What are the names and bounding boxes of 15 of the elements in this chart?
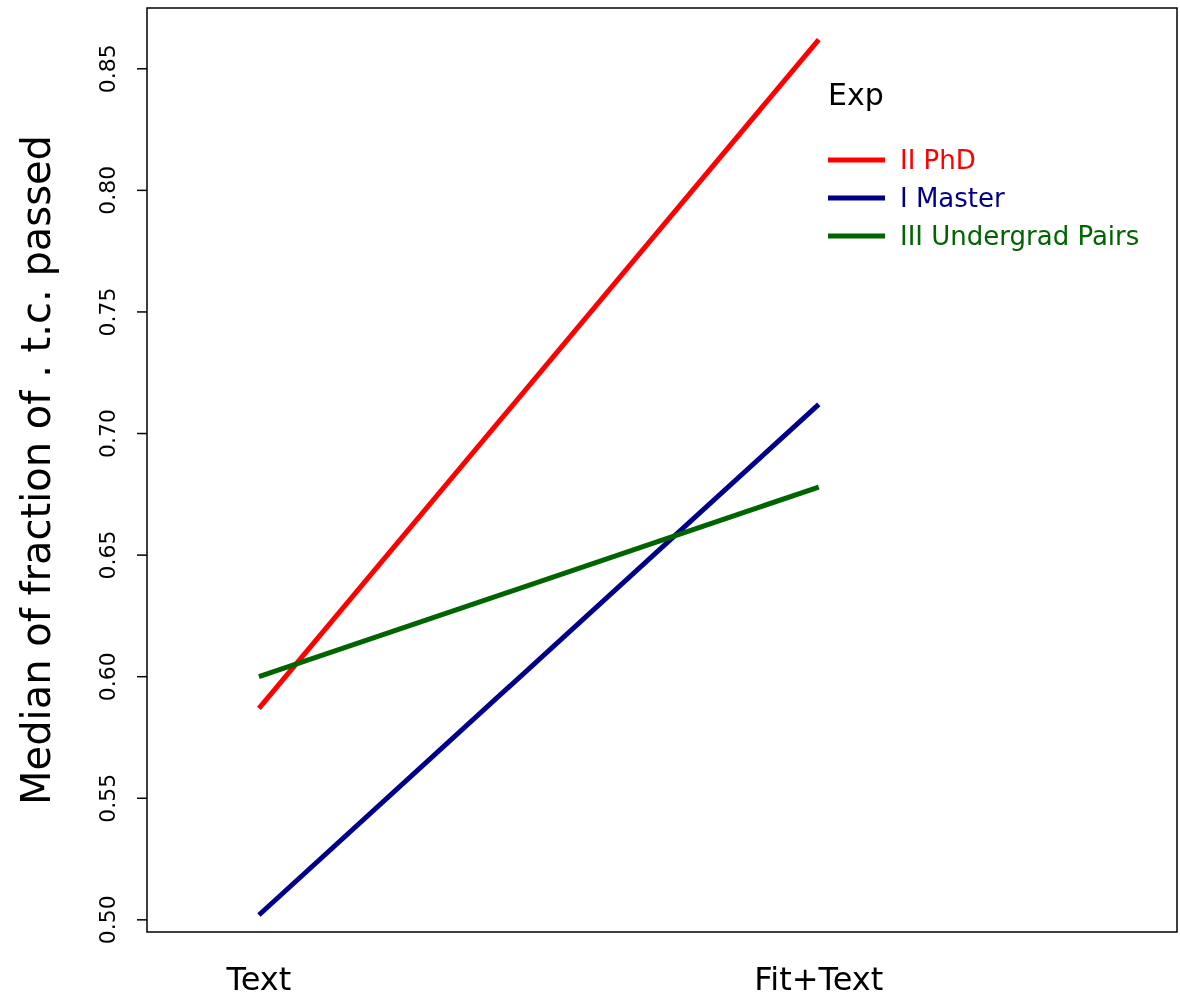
legend-title: Exp (828, 77, 884, 112)
y-tick-label: 0.75 (95, 287, 120, 337)
legend-label: III Undergrad Pairs (900, 221, 1140, 251)
y-tick-label: 0.80 (95, 165, 120, 215)
legend-label: I Master (900, 183, 1006, 213)
y-tick-label: 0.60 (95, 652, 120, 702)
legend-label: II PhD (900, 145, 976, 175)
y-tick-label: 0.65 (95, 530, 120, 580)
y-tick-label: 0.50 (95, 895, 120, 945)
x-tick-label: Fit+Text (754, 960, 884, 998)
x-tick-label: Text (225, 960, 292, 998)
y-tick-label: 0.85 (95, 44, 120, 94)
y-axis-title: Median of fraction of . t.c. passed (13, 135, 59, 805)
y-tick-label: 0.70 (95, 409, 120, 459)
y-tick-label: 0.55 (95, 773, 120, 823)
